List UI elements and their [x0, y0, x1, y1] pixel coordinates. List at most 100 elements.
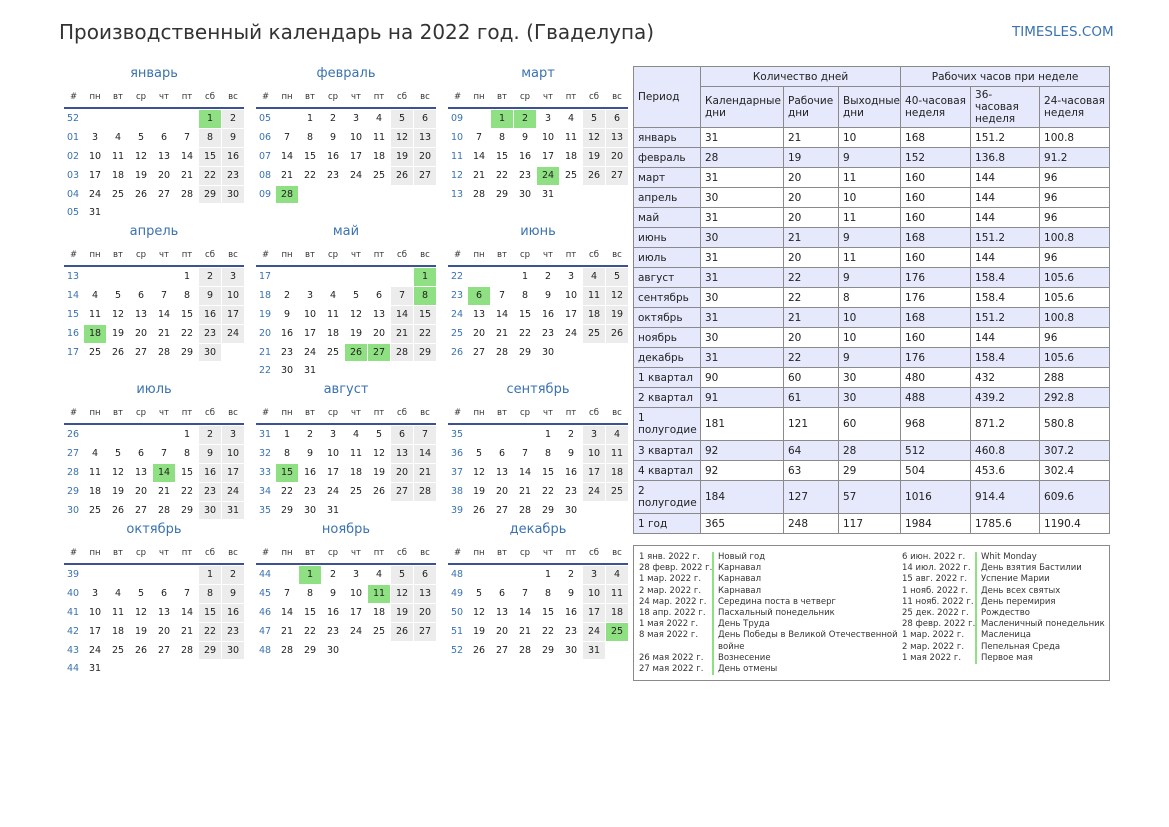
- week-number: 52: [451, 644, 464, 656]
- day-cell: 11: [606, 444, 628, 463]
- value-cell: 151.2: [970, 307, 1041, 328]
- day-cell: 27: [472, 346, 486, 358]
- weekday-label: вс: [228, 548, 238, 558]
- week-number: 11: [451, 150, 464, 162]
- day-cell: 6: [498, 587, 506, 599]
- day-cell: 25: [88, 346, 102, 358]
- weekday-header: # пн вт ср чт пт сб вс: [64, 88, 244, 109]
- day-cell: 13: [391, 444, 413, 463]
- day-cell: 24: [326, 485, 340, 497]
- table-row: 2 квартал 91 61 30 488 439.2 292.8: [633, 387, 1111, 408]
- week-number: 40: [67, 587, 80, 599]
- value-cell: 90: [700, 367, 784, 388]
- day-cell: 8: [283, 447, 291, 459]
- day-cell: 11: [326, 308, 340, 320]
- period-cell: 2 полугодие: [633, 480, 701, 514]
- weekday-label: пн: [89, 92, 101, 102]
- value-cell: 92: [700, 460, 784, 481]
- table-row: февраль 28 19 9 152 136.8 91.2: [633, 147, 1111, 168]
- day-cell: 5: [391, 110, 413, 128]
- day-cell: 5: [606, 268, 628, 286]
- day-cell: 24: [349, 625, 363, 637]
- day-cell: 12: [472, 466, 486, 478]
- weekday-label: #: [69, 92, 78, 102]
- day-cell: 22: [541, 625, 555, 637]
- value-cell: 488: [900, 387, 972, 408]
- day-cell: 3: [222, 268, 244, 286]
- value-cell: 28: [700, 147, 784, 168]
- weekday-label: вт: [113, 92, 123, 102]
- month-calendar: июль # пн вт ср чт пт сб вс 26 1 2 3 27 4 5 6 7 8 9 10 28 11 12…: [64, 381, 244, 520]
- weekday-label: ср: [519, 548, 531, 558]
- table-row: июнь 30 21 9 168 151.2 100.8: [633, 227, 1111, 248]
- weekday-label: сб: [205, 548, 215, 558]
- weekday-label: вт: [497, 250, 507, 260]
- week-number: 14: [67, 289, 80, 301]
- empty-cell: [391, 642, 413, 660]
- empty-cell: [153, 268, 175, 286]
- week-number: 35: [259, 504, 272, 516]
- week-number: 13: [451, 188, 464, 200]
- day-cell: 27: [157, 188, 171, 200]
- value-cell: 30: [837, 387, 902, 408]
- day-cell: 19: [391, 147, 413, 166]
- empty-cell: [414, 502, 436, 520]
- day-cell: 15: [518, 308, 532, 320]
- week-number: 28: [67, 466, 80, 478]
- weekday-label: пт: [181, 548, 193, 558]
- day-cell: 30: [199, 343, 221, 362]
- day-cell: 31: [326, 504, 340, 516]
- day-cell: 3: [91, 587, 99, 599]
- empty-cell: [130, 204, 152, 222]
- page-title: Производственный календарь на 2022 год. …: [59, 20, 655, 44]
- day-cell: 17: [222, 463, 244, 482]
- month-name: июль: [136, 382, 172, 397]
- day-cell: 18: [111, 169, 125, 181]
- value-cell: 307.2: [1039, 440, 1111, 461]
- day-cell: 13: [495, 466, 509, 478]
- empty-cell: [130, 426, 152, 444]
- day-cell: 6: [606, 110, 628, 128]
- week-number: 22: [259, 365, 272, 377]
- month-calendar: март # пн вт ср чт пт сб вс 09 1 2 3 4 5 6 10 7 8 9 10 11 12 13…: [448, 65, 628, 204]
- weekday-label: вт: [497, 408, 507, 418]
- day-cell: 4: [329, 289, 337, 301]
- column-header: 36-часовая неделя: [970, 86, 1041, 128]
- value-cell: 31: [700, 207, 784, 228]
- value-cell: 20: [783, 247, 839, 268]
- day-cell: 10: [583, 584, 605, 603]
- day-grid: 17 1 18 2 3 4 5 6 7 8 19 9 10 11 12 13 14 15 20 16 17 18 19 20 2…: [256, 268, 436, 381]
- weekday-label: ср: [519, 92, 531, 102]
- empty-cell: [107, 426, 129, 444]
- weekday-label: сб: [397, 548, 407, 558]
- day-cell: 25: [326, 346, 340, 358]
- value-cell: 100.8: [1039, 227, 1111, 248]
- period-cell: 4 квартал: [633, 460, 701, 481]
- value-cell: 60: [837, 407, 902, 441]
- day-cell: 29: [541, 504, 555, 516]
- value-cell: 31: [700, 307, 784, 328]
- empty-cell: [391, 502, 413, 520]
- period-cell: январь: [633, 127, 701, 148]
- day-cell: 18: [372, 150, 386, 162]
- week-number: 04: [67, 188, 80, 200]
- site-link[interactable]: TIMESLES.COM: [1012, 24, 1114, 40]
- days-group-header: Количество дней: [699, 66, 902, 87]
- day-cell: 22: [303, 169, 317, 181]
- week-number: 43: [67, 644, 80, 656]
- value-cell: 365: [700, 513, 784, 534]
- day-cell: 21: [391, 324, 413, 343]
- value-cell: 160: [900, 247, 972, 268]
- day-cell: 1: [183, 271, 191, 282]
- weekday-label: сб: [205, 250, 215, 260]
- empty-cell: [414, 186, 436, 204]
- value-cell: 127: [783, 480, 839, 514]
- day-cell: 27: [495, 504, 509, 516]
- day-cell: 20: [372, 327, 386, 339]
- day-cell: 27: [606, 166, 628, 185]
- day-cell: 16: [280, 327, 294, 339]
- week-number: 33: [259, 466, 272, 478]
- empty-cell: [468, 566, 490, 584]
- period-cell: июль: [633, 247, 701, 268]
- empty-cell: [130, 110, 152, 128]
